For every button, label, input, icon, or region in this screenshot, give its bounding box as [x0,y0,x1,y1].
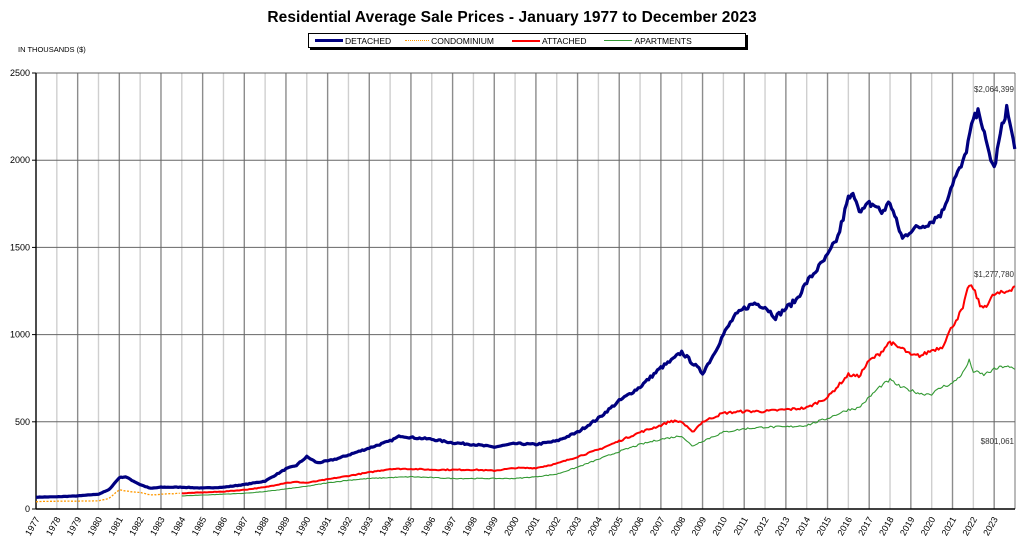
x-tick-label: 2004 [585,515,604,537]
annotation-detached: $2,064,399 [974,85,1015,94]
x-tick-label: 2008 [669,515,688,537]
legend-label-detached: DETACHED [345,35,392,46]
x-tick-label: 1996 [419,515,438,537]
legend-label-attached: ATTACHED [541,35,587,46]
x-tick-label: 1994 [377,515,396,537]
horizontal-gridlines [36,72,1015,510]
legend-item-attached: ATTACHED [511,35,587,46]
x-tick-label: 1981 [106,515,125,537]
x-tick-label: 2018 [877,515,896,537]
x-tick-label: 1984 [169,515,188,537]
x-tick-label: 2003 [565,515,584,537]
vertical-gridlines [56,73,1016,509]
y-tick-label: 2000 [10,155,30,165]
x-tick-label: 2007 [648,515,667,537]
x-tick-label: 2022 [960,515,979,537]
x-tick-label: 2020 [919,515,938,537]
y-tick-label: 0 [25,504,30,514]
x-tick-label: 1990 [294,515,313,537]
x-tick-label: 1988 [252,515,271,537]
y-axis-label: IN THOUSANDS ($) [18,45,86,54]
x-tick-label: 2001 [523,515,542,537]
x-tick-label: 2014 [794,515,813,537]
x-tick-labels: 1977 1978 1979 1980 1981 1982 1983 1984 1985 1986… [23,515,1000,537]
x-tick-label: 1993 [356,515,375,537]
x-tick-label: 2019 [898,515,917,537]
y-tick-label: 1500 [10,242,30,252]
x-tick-label: 1991 [315,515,334,537]
y-tick-label: 2500 [10,68,30,78]
x-tick-label: 2002 [544,515,563,537]
series-line-apartments [181,358,1016,497]
x-tick-label: 2023 [981,515,1000,537]
annotation-apartments: $801,061 [981,437,1015,446]
y-tick-labels: 0 500 1000 1500 2000 2500 [10,68,30,514]
chart-title: Residential Average Sale Prices - Januar… [267,9,757,26]
legend-swatch-condominium [405,40,430,41]
series-line-detached [35,103,1017,499]
series-lines [35,103,1017,503]
x-tick-label: 1983 [148,515,167,537]
x-tick-label: 1987 [231,515,250,537]
x-tick-label: 2013 [773,515,792,537]
x-tick-label: 1995 [398,515,417,537]
x-tick-label: 2016 [835,515,854,537]
x-tick-label: 2009 [690,515,709,537]
legend-swatch-attached [511,39,540,42]
axes [32,72,37,510]
x-tick-label: 1982 [127,515,146,537]
y-tick-label: 500 [15,417,30,427]
legend-swatch-apartments [604,40,633,41]
x-tick-label: 2006 [627,515,646,537]
annotations: $2,064,399 $1,277,780 $801,061 [974,85,1015,446]
x-tick-label: 1992 [336,515,355,537]
x-tick-label: 1998 [460,515,479,537]
legend-item-detached: DETACHED [315,36,391,46]
x-tick-label: 2011 [732,515,750,537]
x-tick-label: 2005 [606,515,625,537]
x-tick-label: 2012 [752,515,771,537]
legend-label-apartments: APARTMENTS [634,35,692,46]
x-tick-label: 1999 [481,515,500,537]
x-tick-label: 1978 [44,515,63,537]
legend: DETACHED CONDOMINIUM ATTACHED APARTMENTS [308,33,746,48]
legend-item-apartments: APARTMENTS [604,35,692,46]
x-tick-label: 2015 [815,515,834,537]
x-tick-label: 1986 [211,515,230,537]
x-tick-label: 1997 [440,515,459,537]
legend-label-condominium: CONDOMINIUM [431,35,494,46]
series-line-attached [181,284,1016,495]
x-tick-label: 2010 [710,515,729,537]
x-tick-label: 1985 [190,515,209,537]
x-tick-label: 2017 [856,515,875,537]
y-tick-label: 1000 [10,330,30,340]
x-tick-label: 1980 [86,515,105,537]
x-tick-label: 1989 [273,515,292,537]
annotation-attached: $1,277,780 [974,270,1015,279]
legend-item-condominium: CONDOMINIUM [405,36,494,46]
x-tick-label: 1977 [23,515,42,537]
x-tick-label: 1979 [65,515,84,537]
x-tick-label: 2021 [940,515,959,537]
legend-swatch-detached [315,39,343,42]
series-line-condominium [36,489,180,503]
x-tick-label: 2000 [502,515,521,537]
